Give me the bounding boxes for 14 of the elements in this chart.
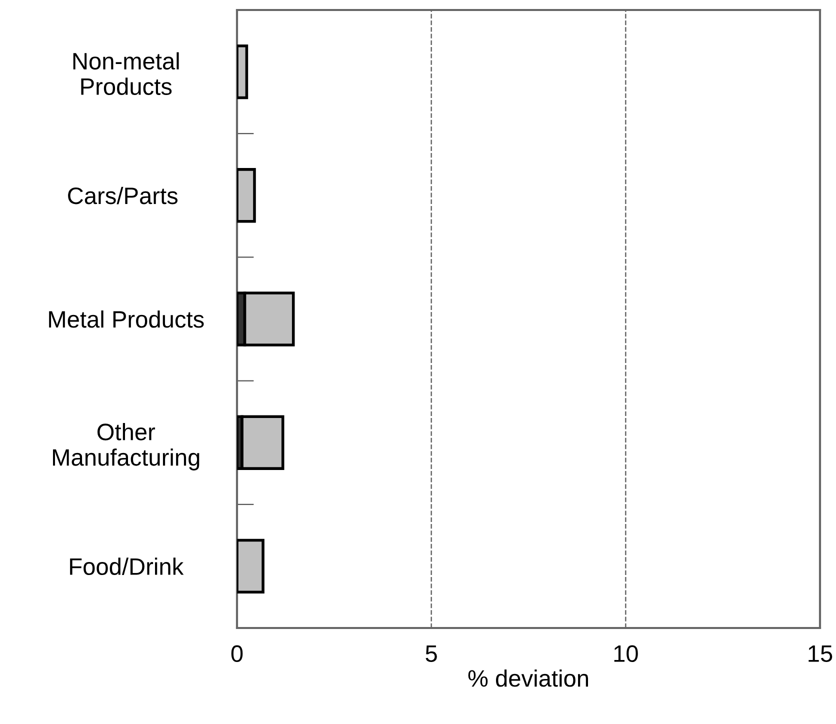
y-tick-label: Cars/Parts (68, 186, 178, 204)
y-tick-label: Non-metal Products (73, 52, 179, 96)
y-tick-label: Food/Drink (70, 558, 184, 575)
y-tick-label: Metal Products (49, 310, 204, 328)
bar (237, 538, 264, 594)
x-tick-label: 15 (808, 646, 832, 662)
x-axis-title: % deviation (468, 669, 588, 687)
bar (237, 168, 256, 223)
bar (237, 44, 248, 100)
x-tick-label: 10 (614, 645, 638, 662)
bar (240, 415, 284, 470)
x-tick-label: 5 (426, 646, 437, 662)
x-tick-label: 0 (231, 645, 243, 662)
y-tick-label: Other Manufacturing (53, 423, 200, 470)
